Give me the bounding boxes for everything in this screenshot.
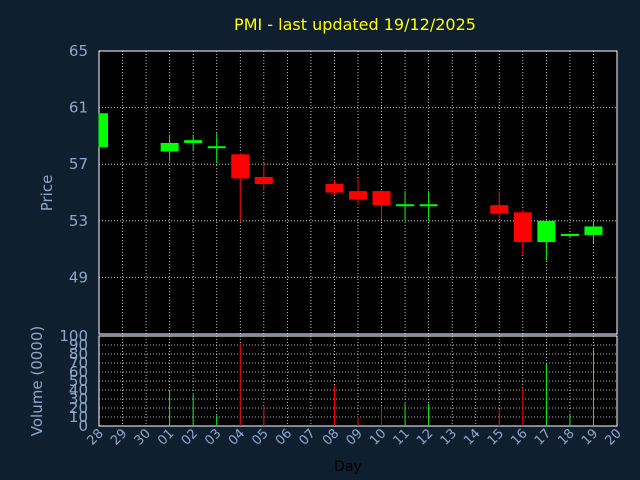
price-tick-label: 57	[69, 155, 88, 173]
volume-tick-label: 60	[69, 363, 88, 381]
candle-body	[325, 184, 344, 193]
x-axis: 28 29 30 01 02 03 04 05 06 07 08 09 10 11 12 13 14 15 16 17…	[85, 426, 625, 448]
candle-body	[537, 220, 556, 243]
x-tick-label: 29	[108, 426, 130, 448]
volume-tick-label: 70	[69, 354, 88, 372]
x-tick-label: 04	[226, 426, 248, 448]
x-tick-label: 30	[132, 426, 154, 448]
candle-body	[231, 154, 250, 179]
price-tick-label: 49	[69, 268, 88, 286]
x-tick-label: 20	[603, 426, 625, 448]
candle-body	[396, 204, 415, 207]
candle-body	[99, 113, 108, 148]
x-tick-label: 06	[273, 426, 295, 448]
volume-tick-label: 90	[69, 336, 88, 354]
volume-tick-label: 30	[69, 390, 88, 408]
x-tick-label: 16	[508, 426, 530, 448]
volume-tick-label: 20	[69, 399, 88, 417]
x-tick-label: 05	[249, 426, 271, 448]
candle-body	[254, 176, 273, 185]
volume-tick-label: 10	[69, 408, 88, 426]
x-tick-label: 10	[367, 426, 389, 448]
chart-title: PMI - last updated 19/12/2025	[234, 15, 476, 34]
x-tick-label: 08	[320, 426, 342, 448]
price-tick-label: 53	[69, 212, 88, 230]
candle-body	[560, 233, 579, 236]
volume-tick-label: 0	[78, 417, 88, 435]
volume-tick-label: 40	[69, 381, 88, 399]
candle-body	[419, 204, 438, 207]
x-tick-label: 13	[438, 426, 460, 448]
candle-body	[207, 146, 226, 149]
x-tick-label: 17	[532, 426, 554, 448]
candle-body	[349, 191, 367, 200]
x-tick-label: 07	[296, 426, 318, 448]
x-tick-label: 02	[179, 426, 201, 448]
candle-body	[160, 142, 179, 152]
volume-tick-label: 50	[69, 372, 88, 390]
price-axis-label: Price	[38, 175, 56, 212]
x-tick-label: 01	[155, 426, 177, 448]
x-tick-label: 14	[461, 426, 483, 448]
volume-tick-label: 80	[69, 345, 88, 363]
candle-body	[184, 140, 203, 143]
x-tick-label: 11	[391, 426, 413, 448]
x-tick-label: 18	[555, 426, 577, 448]
candle-body	[584, 226, 603, 235]
x-tick-label: 09	[344, 426, 366, 448]
x-tick-label: 12	[414, 426, 436, 448]
volume-tick-label: 100	[59, 327, 88, 345]
price-tick-label: 65	[69, 42, 88, 60]
price-tick-label: 61	[69, 99, 88, 117]
price-panel: 49 53 57 61 65	[69, 42, 618, 335]
x-tick-label: 15	[485, 426, 507, 448]
candle-body	[513, 212, 532, 243]
candle-body	[490, 205, 509, 214]
x-tick-label: 19	[579, 426, 601, 448]
volume-axis-label: Volume (0000)	[28, 326, 46, 436]
x-axis-label: Day	[334, 459, 362, 475]
x-tick-label: 03	[202, 426, 224, 448]
candle-body	[372, 191, 391, 206]
